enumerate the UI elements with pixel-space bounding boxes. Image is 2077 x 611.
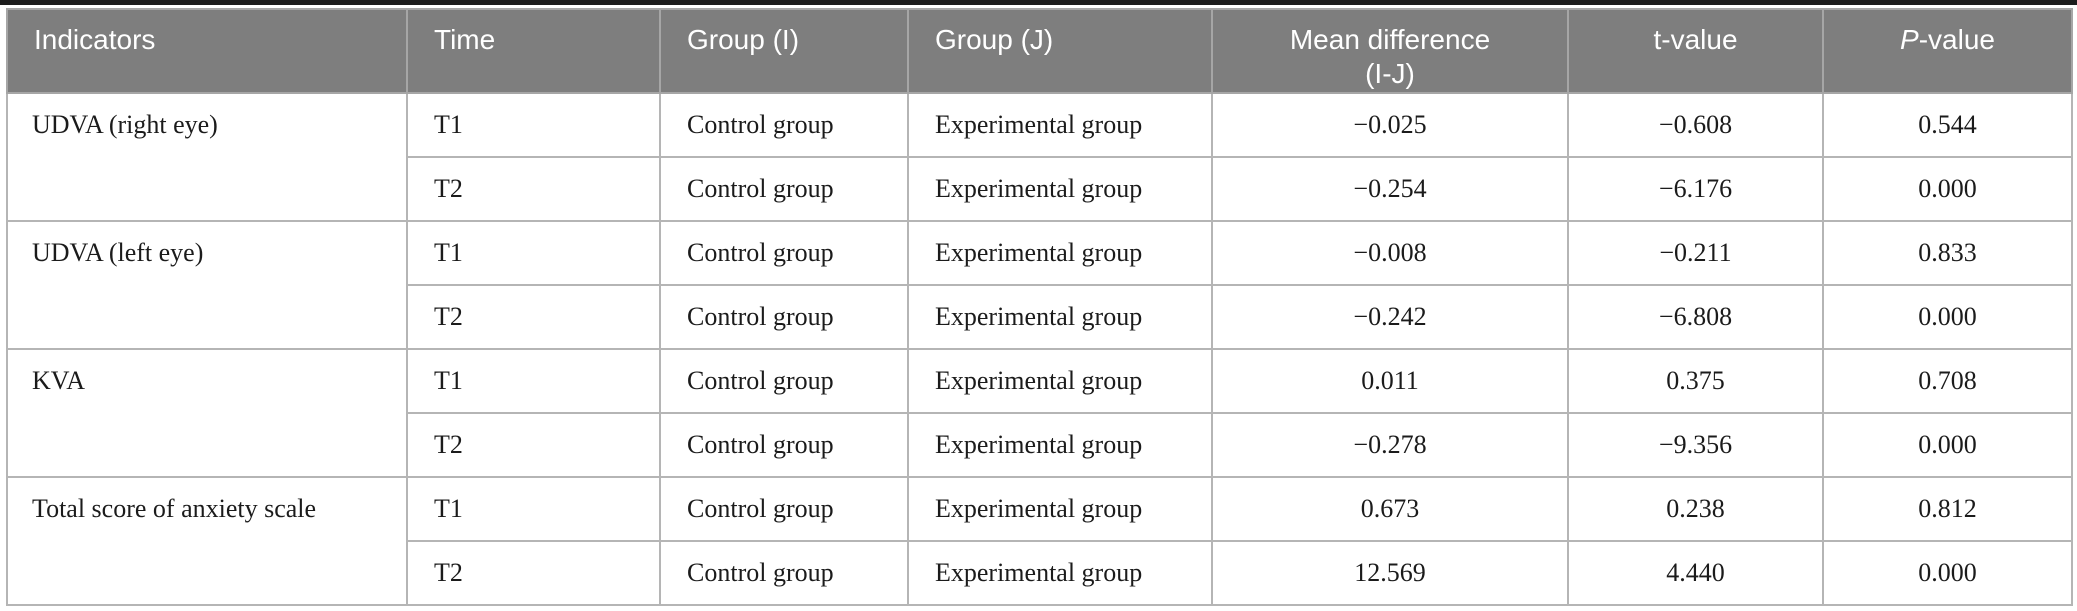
cell-mean-difference: −0.242 (1211, 284, 1569, 350)
cell-group-j: Experimental group (907, 540, 1213, 606)
cell-p-value: 0.544 (1822, 92, 2073, 158)
cell-indicator: UDVA (left eye) (6, 220, 408, 350)
cell-t-value: −0.608 (1567, 92, 1824, 158)
col-header-time: Time (406, 8, 661, 94)
table-row: T2 Control group Experimental group −0.2… (7, 156, 2073, 222)
table-body: UDVA (right eye) T1 Control group Experi… (6, 92, 2073, 606)
header-row: Indicators Time Group (I) Group (J) Mean… (6, 8, 2073, 94)
cell-mean-difference: 0.011 (1211, 348, 1569, 414)
table-row: T2 Control group Experimental group 12.5… (7, 540, 2073, 606)
cell-t-value: −0.211 (1567, 220, 1824, 286)
cell-t-value: 4.440 (1567, 540, 1824, 606)
cell-p-value: 0.000 (1822, 156, 2073, 222)
cell-time: T2 (406, 540, 661, 606)
cell-p-value: 0.000 (1822, 412, 2073, 478)
col-header-indicators: Indicators (6, 8, 408, 94)
top-rule-divider (0, 0, 2077, 5)
mean-difference-line1: Mean difference (1289, 24, 1491, 55)
table-header: Indicators Time Group (I) Group (J) Mean… (6, 8, 2073, 94)
p-value-rest: -value (1918, 24, 1995, 55)
cell-group-i: Control group (659, 348, 909, 414)
table-row: UDVA (left eye) T1 Control group Experim… (6, 220, 2073, 350)
cell-time: T2 (406, 156, 661, 222)
cell-time: T1 (406, 476, 661, 542)
col-header-p-value: P-value (1822, 8, 2073, 94)
cell-mean-difference: −0.254 (1211, 156, 1569, 222)
cell-group-i: Control group (659, 156, 909, 222)
cell-mean-difference: 0.673 (1211, 476, 1569, 542)
mean-difference-line2: (I-J) (1365, 58, 1415, 89)
col-header-t-value: t-value (1567, 8, 1824, 94)
cell-group-j: Experimental group (907, 156, 1213, 222)
cell-p-value: 0.833 (1822, 220, 2073, 286)
cell-t-value: −9.356 (1567, 412, 1824, 478)
cell-p-value: 0.000 (1822, 284, 2073, 350)
cell-t-value: 0.375 (1567, 348, 1824, 414)
cell-group-i: Control group (659, 412, 909, 478)
cell-mean-difference: −0.008 (1211, 220, 1569, 286)
col-header-group-i: Group (I) (659, 8, 909, 94)
cell-group-i: Control group (659, 220, 909, 286)
cell-indicator: UDVA (right eye) (6, 92, 408, 222)
cell-p-value: 0.708 (1822, 348, 2073, 414)
cell-mean-difference: −0.278 (1211, 412, 1569, 478)
cell-group-i: Control group (659, 476, 909, 542)
table-row: T2 Control group Experimental group −0.2… (7, 284, 2073, 350)
cell-mean-difference: −0.025 (1211, 92, 1569, 158)
comparison-table: Indicators Time Group (I) Group (J) Mean… (6, 8, 2073, 606)
cell-time: T1 (406, 92, 661, 158)
table-row: T2 Control group Experimental group −0.2… (7, 412, 2073, 478)
cell-group-i: Control group (659, 540, 909, 606)
cell-group-j: Experimental group (907, 220, 1213, 286)
cell-p-value: 0.812 (1822, 476, 2073, 542)
col-header-group-j: Group (J) (907, 8, 1213, 94)
table-row: KVA T1 Control group Experimental group … (6, 348, 2073, 478)
cell-group-j: Experimental group (907, 412, 1213, 478)
cell-t-value: 0.238 (1567, 476, 1824, 542)
cell-t-value: −6.808 (1567, 284, 1824, 350)
p-value-italic-p: P (1900, 24, 1919, 55)
cell-time: T1 (406, 348, 661, 414)
cell-p-value: 0.000 (1822, 540, 2073, 606)
table-row: Total score of anxiety scale T1 Control … (6, 476, 2073, 606)
cell-group-i: Control group (659, 92, 909, 158)
cell-time: T2 (406, 412, 661, 478)
cell-indicator: KVA (6, 348, 408, 478)
cell-indicator: Total score of anxiety scale (6, 476, 408, 606)
cell-group-j: Experimental group (907, 92, 1213, 158)
cell-t-value: −6.176 (1567, 156, 1824, 222)
cell-mean-difference: 12.569 (1211, 540, 1569, 606)
table-row: UDVA (right eye) T1 Control group Experi… (6, 92, 2073, 222)
col-header-mean-difference: Mean difference (I-J) (1211, 8, 1569, 94)
cell-group-j: Experimental group (907, 348, 1213, 414)
cell-group-i: Control group (659, 284, 909, 350)
cell-time: T2 (406, 284, 661, 350)
cell-group-j: Experimental group (907, 476, 1213, 542)
cell-group-j: Experimental group (907, 284, 1213, 350)
cell-time: T1 (406, 220, 661, 286)
